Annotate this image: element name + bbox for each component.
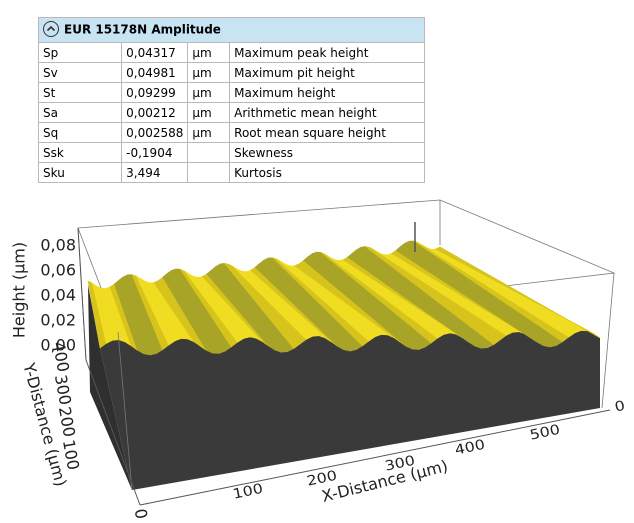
z-axis <box>78 228 86 360</box>
x-tick-label: 100 <box>231 481 264 503</box>
y-tick-label: 200 <box>55 405 79 438</box>
page: EUR 15178N Amplitude Sp0,04317µmMaximum … <box>0 0 634 523</box>
z-tick-label: 0,06 <box>40 261 76 280</box>
z-tick-label: 0,04 <box>40 286 76 305</box>
z-axis-label: Height (µm) <box>10 242 29 338</box>
box-edge <box>602 273 614 408</box>
front-face <box>100 331 600 490</box>
x-tick-label: 400 <box>453 437 486 459</box>
surface-plot: 0,080,060,040,020,00Height (µm)100200300… <box>0 0 634 523</box>
x-tick-label: 0 <box>613 398 626 415</box>
z-tick-label: 0,02 <box>40 311 76 330</box>
y-tick-label: 300 <box>51 373 75 406</box>
y-tick-label: 400 <box>49 340 73 373</box>
y-tick-label: 0 <box>131 507 151 520</box>
z-tick-label: 0,08 <box>40 236 76 255</box>
